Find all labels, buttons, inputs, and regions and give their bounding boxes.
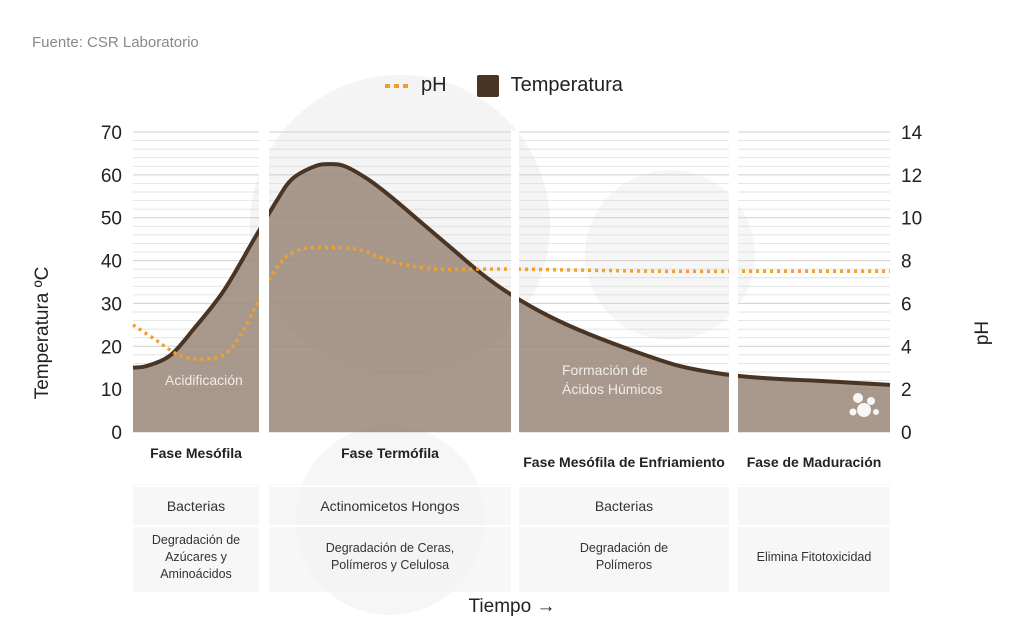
left-axis-ticks: 0 10 20 30 40 50 60 70 xyxy=(101,123,122,444)
bubble-shape xyxy=(873,409,879,415)
right-tick-label: 4 xyxy=(901,337,912,358)
left-tick-label: 20 xyxy=(101,337,122,358)
right-axis-title: pH xyxy=(972,320,993,346)
process-termofila: Degradación de Ceras, Polímeros y Celulo… xyxy=(325,541,455,572)
process-maduracion: Elimina Fitotoxicidad xyxy=(756,549,872,564)
right-tick-label: 10 xyxy=(901,209,922,230)
right-tick-label: 2 xyxy=(901,380,912,401)
table-cell-background xyxy=(519,484,729,592)
phase-separator xyxy=(511,130,519,592)
phase-separator xyxy=(259,130,269,592)
phase-name-enfriamiento: Fase Mesófila de Enfriamiento xyxy=(523,453,725,470)
annotation-acidificacion: Acidificación xyxy=(165,372,243,388)
left-tick-label: 40 xyxy=(101,252,122,273)
bubble-shape xyxy=(853,393,863,403)
bubble-shape xyxy=(857,403,871,417)
organisms-maduracion xyxy=(738,490,890,522)
annotation-acidos-humicos: Formación de Ácidos Húmicos xyxy=(562,362,663,397)
legend: pH Temperatura xyxy=(385,74,623,97)
phase-name-mesofila: Fase Mesófila xyxy=(150,444,242,461)
right-tick-label: 0 xyxy=(901,423,912,444)
left-axis-title: Temperatura ºC xyxy=(32,266,53,400)
right-tick-label: 12 xyxy=(901,166,922,187)
source-note: Fuente: CSR Laboratorio xyxy=(32,34,199,51)
legend-label-temperature: Temperatura xyxy=(510,74,623,96)
temperature-legend-swatch xyxy=(476,74,499,97)
right-tick-label: 14 xyxy=(901,123,923,144)
organisms-termofila: Actinomicetos Hongos xyxy=(320,497,460,514)
legend-label-ph: pH xyxy=(421,74,447,96)
left-tick-label: 10 xyxy=(101,380,122,401)
bubble-shape xyxy=(849,408,857,416)
temperature-line xyxy=(132,162,891,387)
right-tick-label: 6 xyxy=(901,294,912,315)
ph-legend-swatch xyxy=(385,83,411,88)
right-axis-ticks: 0 2 4 6 8 10 12 14 xyxy=(901,123,923,444)
left-tick-label: 70 xyxy=(101,123,122,144)
phase-name-termofila: Fase Termófila xyxy=(341,444,439,461)
organisms-mesofila: Bacterias xyxy=(166,497,226,514)
bubble-shape xyxy=(867,397,875,405)
right-tick-label: 8 xyxy=(901,252,912,273)
process-enfriamiento: Degradación de Polímeros xyxy=(579,541,669,572)
left-tick-label: 30 xyxy=(101,294,122,315)
ph-line xyxy=(132,245,890,361)
x-axis-title: Tiempo → xyxy=(468,596,556,617)
left-tick-label: 50 xyxy=(101,209,122,230)
process-mesofila: Degradación de Azúcares y Aminoácidos xyxy=(151,532,241,581)
organisms-enfriamiento: Bacterias xyxy=(594,497,654,514)
phase-name-maduracion: Fase de Maduración xyxy=(746,453,882,470)
table-cell-background xyxy=(738,484,890,592)
bubbles-icon xyxy=(849,393,879,417)
phase-table-background xyxy=(133,484,890,592)
phase-separators xyxy=(259,130,738,592)
table-cell-background xyxy=(133,484,259,592)
table-cell-background xyxy=(269,484,511,592)
watermark-shape xyxy=(585,170,755,340)
phase-separator xyxy=(729,130,738,592)
left-tick-label: 0 xyxy=(111,423,122,444)
left-tick-label: 60 xyxy=(101,166,122,187)
